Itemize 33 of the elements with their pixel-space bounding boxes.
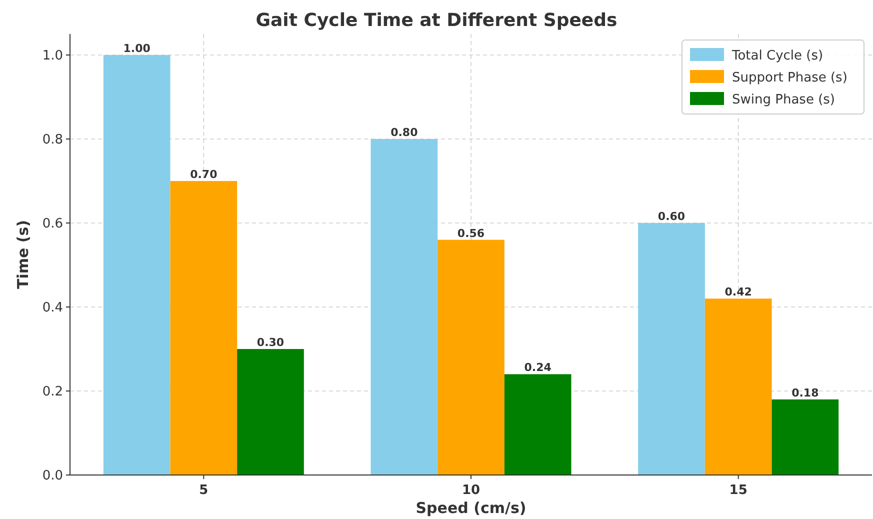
- legend-label: Swing Phase (s): [732, 92, 835, 108]
- bar: [370, 139, 438, 475]
- data-label: 0.24: [524, 361, 552, 374]
- x-tick-label: 5: [199, 483, 208, 498]
- data-label: 0.42: [724, 286, 752, 299]
- data-label: 1.00: [123, 42, 151, 55]
- y-tick-label: 0.2: [42, 384, 63, 400]
- legend-label: Support Phase (s): [732, 70, 848, 86]
- x-tick-label: 10: [462, 483, 480, 498]
- x-axis-title: Speed (cm/s): [416, 499, 526, 517]
- bar: [438, 240, 504, 475]
- y-tick-label: 0.8: [42, 132, 63, 148]
- y-tick-label: 0.6: [42, 216, 63, 232]
- y-tick-label: 0.4: [42, 300, 63, 316]
- chart-title: Gait Cycle Time at Different Speeds: [256, 10, 618, 31]
- y-tick-label: 0.0: [42, 468, 63, 484]
- data-label: 0.60: [658, 210, 686, 223]
- bar: [772, 399, 839, 475]
- data-label: 0.56: [457, 226, 485, 240]
- data-label: 0.30: [256, 336, 284, 349]
- bar: [504, 374, 572, 475]
- data-label: 0.80: [390, 126, 418, 139]
- bar: [103, 55, 170, 475]
- x-tick-label: 15: [729, 483, 748, 498]
- y-axis-title: Time (s): [14, 220, 32, 290]
- legend-label: Total Cycle (s): [731, 48, 824, 64]
- bar: [170, 181, 238, 475]
- bar: [237, 349, 304, 475]
- data-label: 0.70: [190, 168, 218, 181]
- bar: [638, 223, 705, 475]
- data-label: 0.18: [792, 386, 819, 400]
- bar: [704, 298, 772, 475]
- y-tick-label: 1.0: [42, 48, 63, 64]
